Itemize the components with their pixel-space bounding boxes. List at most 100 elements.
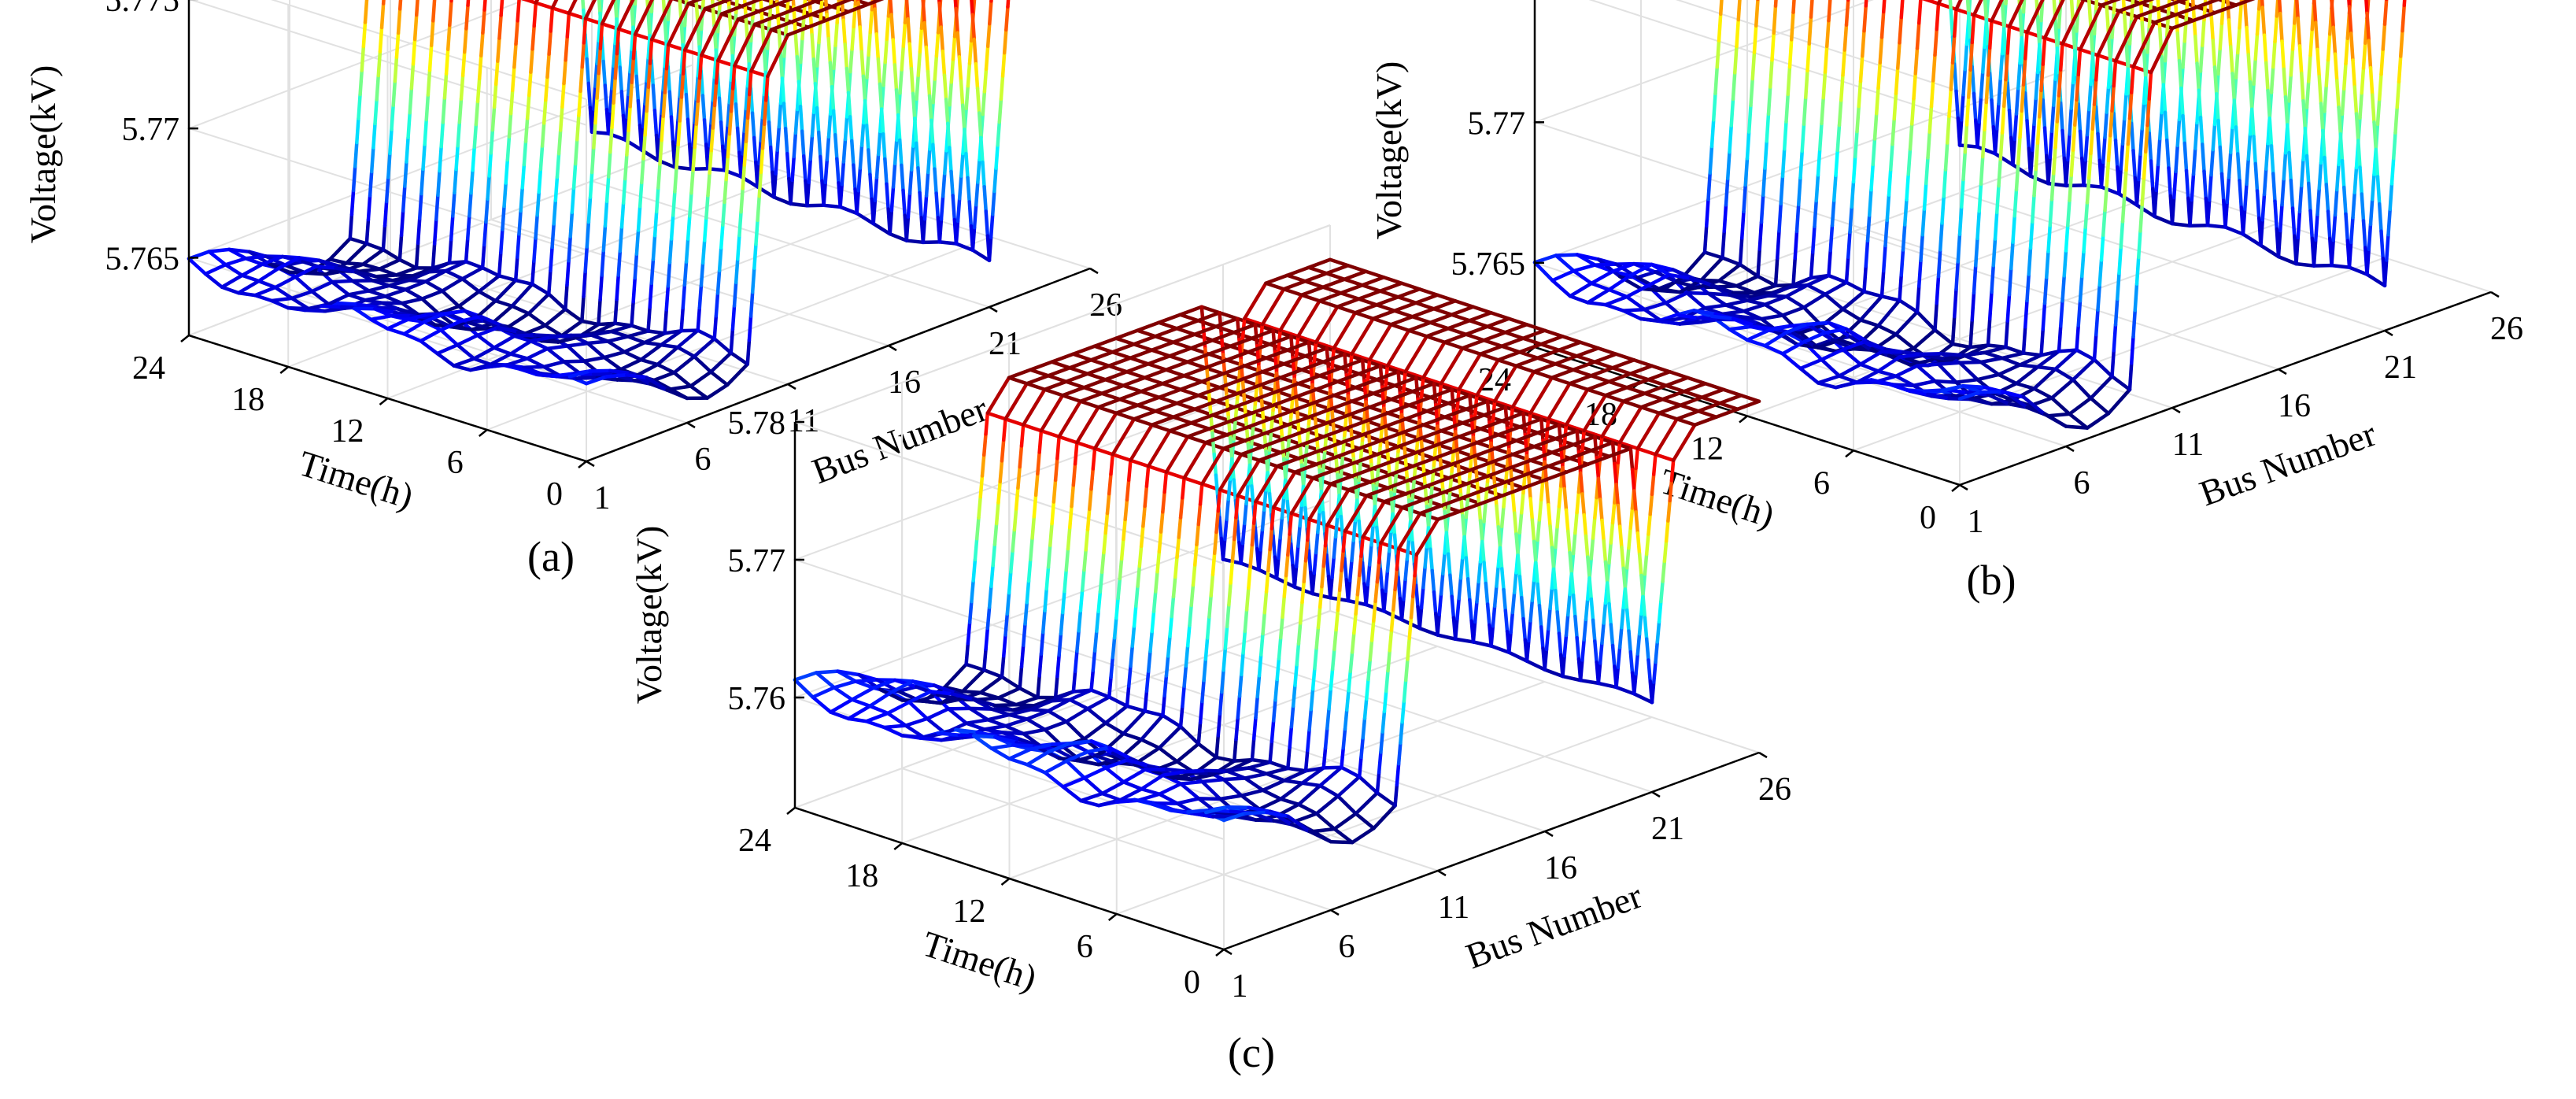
mesh-segment	[2064, 224, 2070, 253]
mesh-segment	[706, 143, 711, 171]
mesh-segment	[1865, 213, 1872, 243]
mesh-segment	[327, 257, 349, 265]
mesh-segment	[663, 308, 668, 335]
mesh-segment	[2140, 101, 2146, 131]
z-tick-label: 5.775	[105, 0, 180, 19]
mesh-segment	[966, 176, 971, 204]
mesh-segment	[1543, 328, 1565, 339]
mesh-segment	[1761, 166, 1767, 198]
mesh-segment	[980, 453, 986, 478]
mesh-segment	[595, 71, 601, 100]
mesh-segment	[586, 195, 593, 224]
mesh-segment	[2378, 202, 2383, 233]
mesh-segment	[1399, 281, 1421, 291]
mesh-segment	[424, 93, 431, 122]
mesh-segment	[2177, 58, 2183, 91]
mesh-segment	[1111, 350, 1133, 360]
mesh-segment	[2000, 356, 2022, 367]
mesh-segment	[1218, 311, 1240, 320]
mesh-segment	[2068, 396, 2093, 416]
mesh-segment	[712, 81, 719, 108]
mesh-segment	[1917, 258, 1923, 288]
mesh-segment	[841, 137, 848, 164]
mesh-segment	[466, 320, 490, 331]
mesh-segment	[830, 0, 854, 9]
z-grid-line	[186, 64, 693, 385]
mesh-segment	[1915, 362, 1941, 368]
mesh-segment	[1954, 0, 1963, 12]
mesh-segment	[1064, 759, 1087, 780]
mesh-segment	[560, 319, 584, 338]
mesh-segment	[881, 60, 887, 87]
mesh-segment	[833, 132, 839, 161]
voltage-surface	[1532, 0, 2407, 430]
mesh-segment	[1722, 203, 1728, 234]
mesh-segment	[811, 57, 818, 86]
mesh-segment	[717, 96, 723, 124]
mesh-segment	[1628, 273, 1650, 288]
mesh-segment	[1436, 293, 1458, 303]
mesh-segment	[989, 0, 993, 3]
mesh-segment	[2198, 115, 2205, 146]
mesh-segment	[506, 312, 530, 329]
mesh-segment	[1253, 323, 1275, 332]
mesh-segment	[1139, 390, 1161, 399]
mesh-segment	[898, 138, 904, 168]
mesh-segment	[1780, 305, 1806, 317]
mesh-segment	[460, 265, 485, 281]
mesh-segment	[1731, 71, 1737, 102]
mesh-segment	[684, 92, 690, 121]
mesh-segment	[1858, 318, 1880, 328]
mesh-segment	[729, 350, 750, 366]
mesh-segment	[2004, 0, 2009, 6]
mesh-segment	[2028, 174, 2050, 186]
mesh-segment	[2177, 0, 2189, 3]
mesh-segment	[1600, 435, 1622, 445]
mesh-segment	[2108, 109, 2114, 138]
mesh-segment	[2349, 216, 2355, 245]
mesh-segment	[2212, 3, 2238, 15]
mesh-segment	[1614, 685, 1636, 696]
mesh-segment	[1883, 218, 1889, 248]
mesh-segment	[658, 138, 663, 166]
mesh-segment	[850, 0, 870, 6]
mesh-segment	[525, 93, 531, 120]
mesh-segment	[1153, 409, 1176, 419]
mesh-segment	[2113, 59, 2135, 69]
mesh-segment	[1957, 390, 1983, 401]
mesh-segment	[2344, 212, 2349, 242]
mesh-segment	[1798, 149, 1804, 180]
mesh-segment	[1489, 311, 1511, 320]
mesh-segment	[1752, 283, 1778, 294]
mesh-segment	[907, 168, 914, 195]
mesh-segment	[1367, 358, 1390, 368]
mesh-segment	[1233, 397, 1240, 421]
mesh-segment	[1307, 415, 1329, 425]
mesh-segment	[583, 0, 597, 20]
mesh-segment	[1510, 405, 1532, 415]
mesh-segment	[1759, 313, 1785, 321]
mesh-segment	[651, 83, 657, 113]
mesh-segment	[1000, 50, 1007, 78]
mesh-segment	[955, 31, 962, 59]
mesh-segment	[2057, 348, 2079, 353]
mesh-segment	[602, 350, 626, 360]
mesh-segment	[381, 247, 402, 262]
mesh-segment	[1933, 379, 1958, 384]
mesh-segment	[431, 242, 437, 270]
mesh-segment	[1067, 366, 1090, 376]
mesh-segment	[1150, 348, 1172, 358]
mesh-segment	[519, 186, 524, 213]
mesh-segment	[2134, 255, 2141, 286]
mesh-segment	[297, 256, 321, 263]
x-tick-mark	[787, 383, 796, 390]
mesh-segment	[1300, 781, 1322, 788]
y-floor-grid-line	[1746, 222, 2279, 417]
mesh-segment	[2153, 188, 2158, 219]
mesh-segment	[1025, 763, 1048, 775]
y-tick-mark	[279, 366, 290, 374]
mesh-segment	[303, 308, 327, 313]
mesh-segment	[1557, 348, 1579, 358]
mesh-segment	[672, 354, 697, 375]
